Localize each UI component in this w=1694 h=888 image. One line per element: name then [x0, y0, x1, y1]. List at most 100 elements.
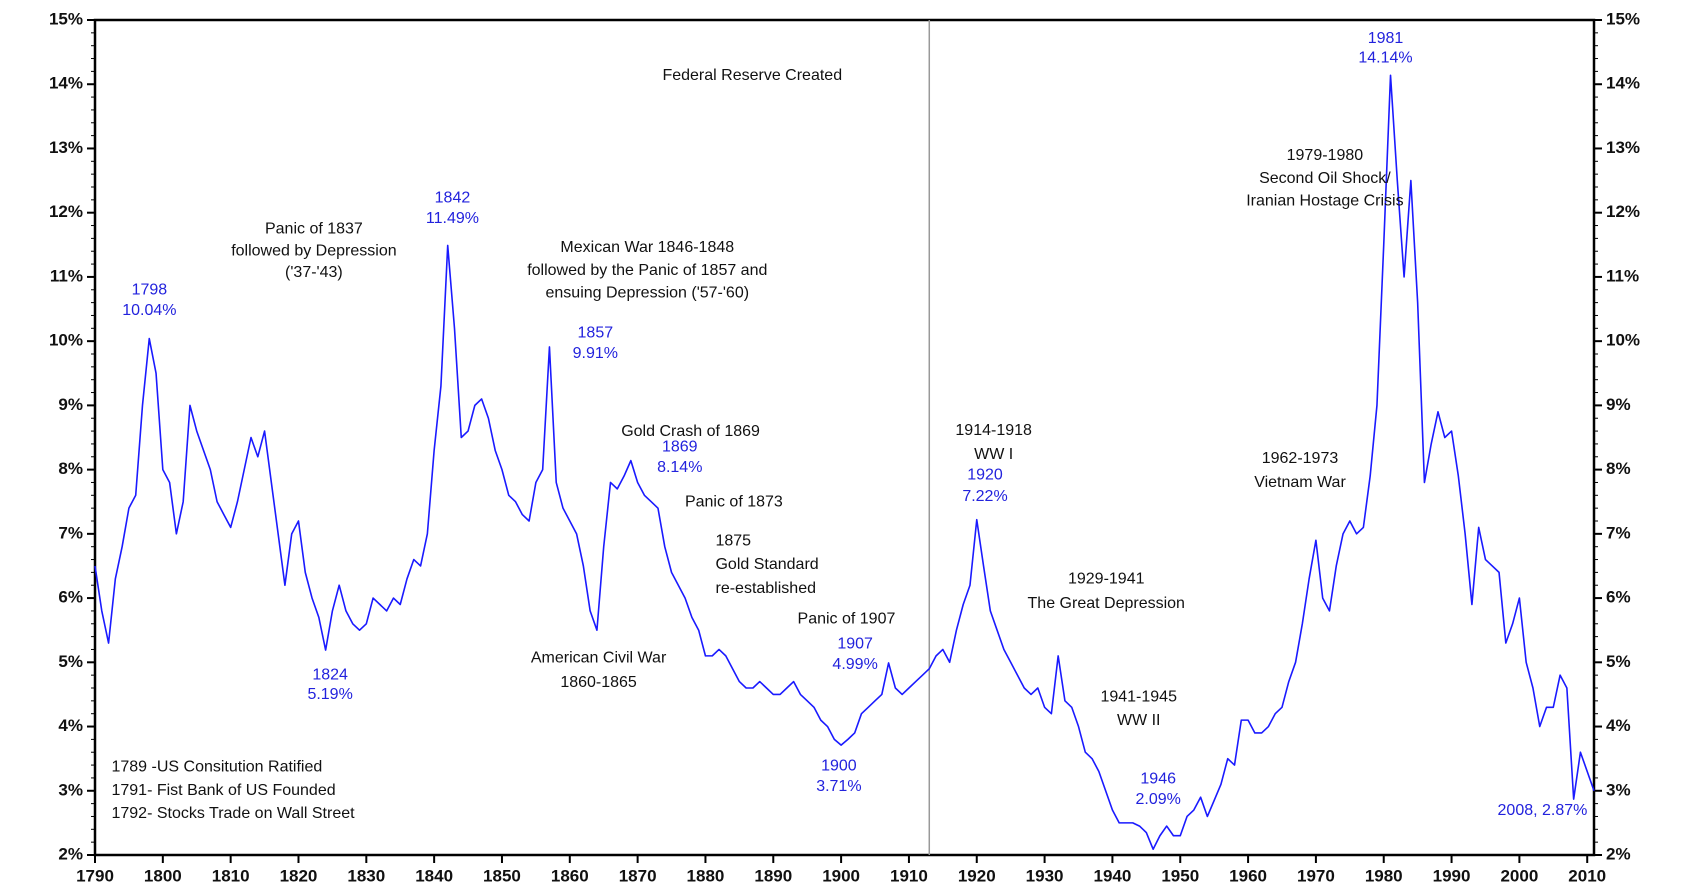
x-tick-label: 1870 — [619, 866, 657, 885]
annotation: 14.14% — [1358, 50, 1412, 67]
y2-tick-label: 10% — [1606, 331, 1640, 350]
x-tick-label: 1890 — [754, 866, 792, 885]
y2-tick-label: 15% — [1606, 9, 1640, 28]
annotation: American Civil War — [531, 649, 667, 666]
annotation: 1920 — [967, 466, 1003, 483]
x-tick-label: 1880 — [687, 866, 725, 885]
y-tick-label: 11% — [50, 266, 83, 285]
x-tick-label: 1830 — [347, 866, 385, 885]
annotation: Gold Crash of 1869 — [621, 423, 760, 440]
x-tick-label: 1950 — [1161, 866, 1199, 885]
annotation: 1860-1865 — [560, 674, 637, 691]
annotation: 2008, 2.87% — [1498, 802, 1588, 819]
x-tick-label: 1800 — [144, 866, 182, 885]
annotation: 1857 — [578, 325, 614, 342]
x-tick-label: 1900 — [822, 866, 860, 885]
annotation: WW I — [974, 446, 1013, 463]
y2-tick-label: 8% — [1606, 459, 1631, 478]
annotation: 1798 — [132, 281, 168, 298]
annotation: ensuing Depression ('57-'60) — [546, 285, 750, 302]
annotation: Vietnam War — [1254, 474, 1346, 491]
y2-tick-label: 13% — [1606, 138, 1640, 157]
annotation: Second Oil Shock/ — [1259, 170, 1391, 187]
y-tick-label: 13% — [49, 138, 83, 157]
annotation: 1914-1918 — [955, 422, 1032, 439]
x-tick-label: 1960 — [1229, 866, 1267, 885]
annotation: Panic of 1837 — [265, 221, 363, 238]
x-tick-label: 1910 — [890, 866, 928, 885]
annotation: 1979-1980 — [1287, 147, 1364, 164]
annotation: 7.22% — [962, 488, 1007, 505]
annotation: The Great Depression — [1028, 595, 1185, 612]
y-tick-label: 15% — [49, 9, 83, 28]
y-tick-label: 14% — [49, 74, 83, 93]
x-tick-label: 1820 — [280, 866, 318, 885]
annotation: re-established — [715, 580, 816, 597]
annotation: 3.71% — [816, 778, 861, 795]
annotation: 1946 — [1140, 771, 1176, 788]
y-tick-label: 2% — [58, 844, 83, 863]
y-tick-label: 9% — [58, 395, 83, 414]
y-tick-label: 12% — [49, 202, 83, 221]
x-tick-label: 1930 — [1026, 866, 1064, 885]
y-tick-label: 6% — [58, 588, 83, 607]
y-tick-label: 4% — [58, 716, 83, 735]
y2-tick-label: 11% — [1606, 266, 1639, 285]
y2-tick-label: 14% — [1606, 74, 1640, 93]
annotation: 1900 — [821, 758, 857, 775]
y2-tick-label: 6% — [1606, 588, 1631, 607]
y2-tick-label: 4% — [1606, 716, 1631, 735]
annotation: Panic of 1873 — [685, 493, 783, 510]
annotation: 2.09% — [1136, 791, 1181, 808]
annotation: Panic of 1907 — [798, 610, 896, 627]
annotation: 4.99% — [832, 656, 877, 673]
annotation: 1824 — [312, 667, 348, 684]
y-tick-label: 8% — [58, 459, 83, 478]
annotation: 11.49% — [426, 210, 479, 227]
x-tick-label: 1990 — [1433, 866, 1471, 885]
annotation: 1792- Stocks Trade on Wall Street — [111, 805, 355, 822]
annotation: followed by Depression — [231, 242, 396, 259]
annotation: 8.14% — [657, 459, 702, 476]
plot-frame — [93, 18, 1596, 857]
annotation: 1791- Fist Bank of US Founded — [111, 782, 335, 799]
y2-tick-label: 12% — [1606, 202, 1640, 221]
annotation: Gold Standard — [715, 556, 818, 573]
x-tick-label: 1860 — [551, 866, 589, 885]
y-tick-label: 7% — [58, 523, 83, 542]
annotation: 1875 — [715, 532, 751, 549]
y-tick-label: 10% — [49, 331, 83, 350]
x-tick-label: 1850 — [483, 866, 521, 885]
x-tick-label: 1810 — [212, 866, 250, 885]
annotation: 10.04% — [122, 302, 176, 319]
y2-tick-label: 5% — [1606, 652, 1631, 671]
annotation: 1842 — [435, 189, 471, 206]
annotation: followed by the Panic of 1857 and — [527, 262, 767, 279]
y2-tick-label: 7% — [1606, 523, 1631, 542]
annotation: Mexican War 1846-1848 — [560, 239, 734, 256]
annotation: Iranian Hostage Crisis — [1246, 193, 1403, 210]
x-tick-label: 2010 — [1568, 866, 1606, 885]
annotation: 9.91% — [573, 345, 618, 362]
annotation: 1869 — [662, 438, 698, 455]
annotation: 1789 -US Consitution Ratified — [111, 759, 322, 776]
y-tick-label: 5% — [58, 652, 83, 671]
annotation: WW II — [1117, 712, 1161, 729]
annotation: 1962-1973 — [1262, 450, 1339, 467]
x-tick-label: 1920 — [958, 866, 996, 885]
series-line — [94, 74, 1595, 851]
x-tick-label: 2000 — [1500, 866, 1538, 885]
x-tick-label: 1840 — [415, 866, 453, 885]
annotation: 1981 — [1368, 30, 1404, 47]
annotation: 1929-1941 — [1068, 570, 1145, 587]
y2-tick-label: 3% — [1606, 780, 1631, 799]
y2-tick-label: 2% — [1606, 844, 1631, 863]
annotation: 1907 — [837, 635, 873, 652]
x-tick-label: 1970 — [1297, 866, 1335, 885]
y-tick-label: 3% — [58, 780, 83, 799]
annotation: 5.19% — [307, 686, 352, 703]
x-tick-label: 1790 — [76, 866, 114, 885]
x-tick-label: 1940 — [1094, 866, 1132, 885]
event-label: Federal Reserve Created — [662, 67, 842, 84]
